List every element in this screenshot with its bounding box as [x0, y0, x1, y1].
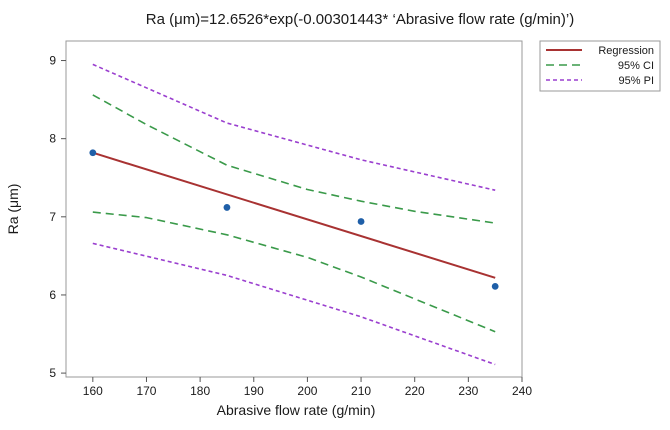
- x-tick-label: 190: [244, 384, 264, 398]
- series-layer: [92, 63, 496, 366]
- 95-ci-upper-line: [92, 94, 496, 224]
- data-point: [223, 204, 231, 211]
- chart-title: Ra (μm)=12.6526*exp(-0.00301443* ‘Abrasi…: [146, 11, 574, 28]
- x-tick-label: 220: [405, 384, 425, 398]
- data-point: [357, 218, 365, 225]
- x-tick-label: 230: [458, 384, 478, 398]
- y-axis: 5 6 7 8 9: [49, 54, 66, 380]
- data-point: [491, 282, 499, 290]
- x-tick-label: 240: [512, 384, 532, 398]
- plot-area: [65, 40, 523, 378]
- data-point: [89, 149, 97, 157]
- x-axis-label: Abrasive flow rate (g/min): [217, 402, 376, 418]
- y-tick-label: 7: [49, 210, 56, 224]
- x-tick-label: 160: [83, 384, 103, 398]
- legend-label: 95% CI: [618, 60, 654, 72]
- data-points: [89, 149, 499, 290]
- x-tick-label: 180: [190, 384, 210, 398]
- x-axis: 160 170 180 190 200 210 220 230 240: [83, 377, 532, 398]
- x-tick-label: 170: [136, 384, 156, 398]
- x-tick-label: 210: [351, 384, 371, 398]
- x-tick-label: 200: [297, 384, 317, 398]
- legend-label: 95% PI: [619, 75, 654, 87]
- y-tick-label: 8: [49, 132, 56, 146]
- y-tick-label: 9: [49, 54, 56, 68]
- y-tick-label: 5: [49, 366, 56, 380]
- y-axis-label: Ra (μm): [5, 184, 21, 235]
- regression-line: [92, 151, 496, 279]
- y-tick-label: 6: [49, 288, 56, 302]
- 95-ci-lower-line: [92, 211, 496, 333]
- legend-label: Regression: [598, 45, 654, 57]
- legend: Regression 95% CI 95% PI: [539, 40, 661, 92]
- 95-pi-upper-line: [92, 63, 496, 191]
